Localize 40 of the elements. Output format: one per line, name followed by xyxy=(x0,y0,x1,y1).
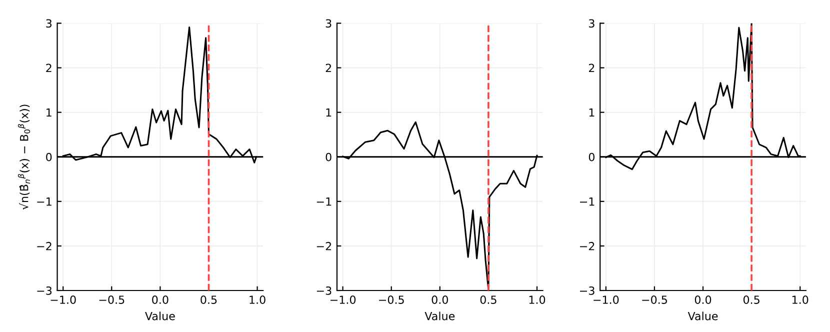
y-tick-label: 1 xyxy=(46,108,52,117)
y-tick-label: 0 xyxy=(326,152,332,162)
y-tick-label: 3 xyxy=(326,19,332,28)
x-tick-label: 0.0 xyxy=(152,296,168,304)
x-axis-title: Value xyxy=(688,312,718,320)
y-tick-label: 1 xyxy=(326,108,332,117)
y-tick-label: 3 xyxy=(589,19,594,28)
y-tick-label: 0 xyxy=(588,152,594,162)
x-tick-label: −1.0 xyxy=(50,296,76,304)
x-axis-title: Value xyxy=(145,312,175,320)
y-tick-label: 2 xyxy=(326,64,332,72)
x-tick-label: 0.0 xyxy=(694,296,712,304)
y-tick-label: 1 xyxy=(589,108,594,117)
y-tick-label: −2 xyxy=(580,242,594,250)
y-tick-label: −2 xyxy=(316,242,332,250)
x-tick-label: 0.5 xyxy=(480,296,496,304)
y-tick-label: 0 xyxy=(46,152,52,162)
y-tick-label: −1 xyxy=(580,198,594,206)
x-tick-label: 1.0 xyxy=(250,296,266,304)
y-tick-label: −3 xyxy=(37,286,52,295)
x-tick-label: 1.0 xyxy=(529,296,546,304)
x-tick-label: 1.0 xyxy=(792,296,808,304)
y-tick-label: 2 xyxy=(46,64,52,72)
x-tick-label: −0.5 xyxy=(379,296,404,304)
y-tick-label: 3 xyxy=(46,19,52,28)
y-tick-label: −2 xyxy=(37,242,52,250)
x-axis-title: Value xyxy=(424,312,455,320)
x-tick-label: −1.0 xyxy=(594,296,619,304)
y-tick-label: −3 xyxy=(316,286,332,295)
y-axis-title: √n(B̂$_{n}$$^{β}$(x) − B$_{0}$$^{β}$(x)) xyxy=(18,104,30,210)
y-tick-label: −3 xyxy=(580,286,594,295)
y-tick-label: −1 xyxy=(37,198,52,206)
x-tick-label: 0.5 xyxy=(200,296,217,304)
x-tick-label: 0.5 xyxy=(743,296,760,304)
x-tick-label: −0.5 xyxy=(99,296,124,304)
x-tick-label: −1.0 xyxy=(330,296,356,304)
y-tick-label: −1 xyxy=(316,198,332,206)
x-tick-label: 0.0 xyxy=(432,296,448,304)
y-tick-label: 2 xyxy=(588,64,594,72)
x-tick-label: −0.5 xyxy=(642,296,667,304)
